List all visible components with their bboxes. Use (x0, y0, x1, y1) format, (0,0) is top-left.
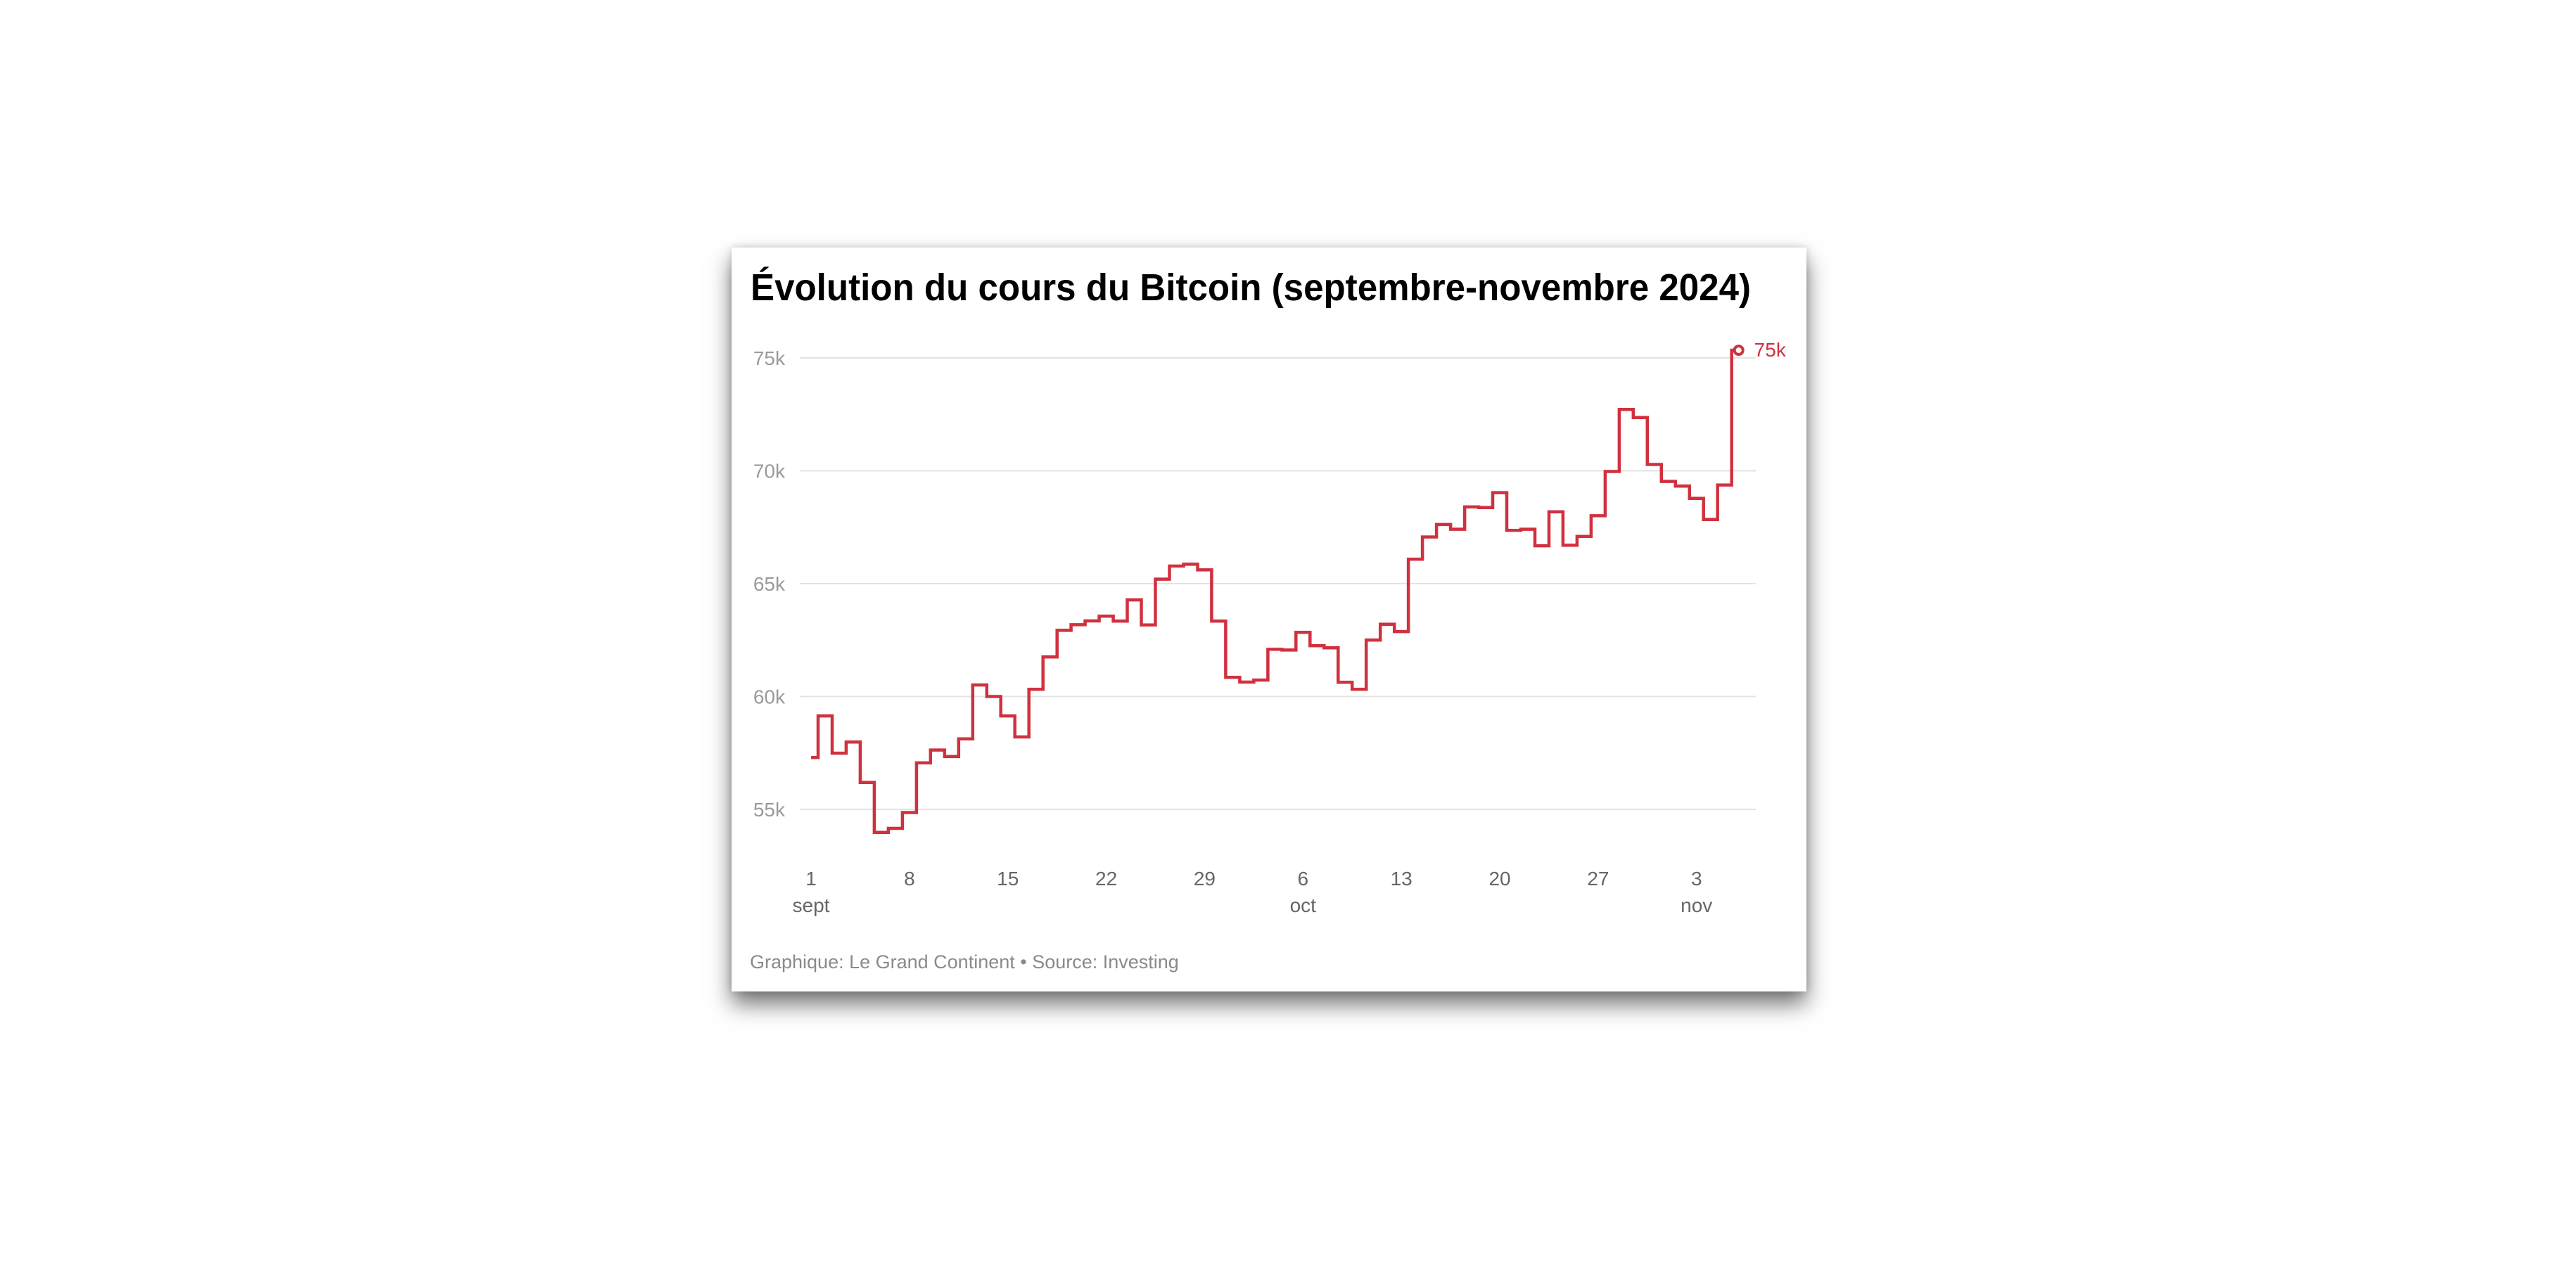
x-tick-label: 29 (1194, 868, 1216, 890)
x-axis: 1 sept 8 15 22 29 6 oct 13 20 27 3 nov (793, 868, 1713, 916)
x-tick-label: 13 (1391, 868, 1413, 890)
y-tick-label: 55k (753, 799, 786, 821)
end-value-label: 75k (1754, 339, 1787, 361)
gridlines (800, 357, 1756, 810)
x-tick-label: 20 (1488, 868, 1510, 890)
x-tick-label: 1 (805, 868, 817, 890)
y-tick-label: 65k (753, 573, 786, 595)
x-tick-label: 27 (1587, 868, 1609, 890)
x-tick-label: 3 (1691, 868, 1702, 890)
x-tick-label: 6 (1298, 868, 1309, 890)
chart-footer: Graphique: Le Grand Continent • Source: … (750, 951, 1179, 972)
x-tick-month-label: sept (793, 894, 830, 916)
x-tick-month-label: oct (1290, 894, 1317, 916)
bitcoin-price-line (811, 348, 1739, 834)
series-group: 75k (811, 339, 1787, 834)
x-tick-label: 15 (997, 868, 1019, 890)
chart-card: Évolution du cours du Bitcoin (septembre… (732, 248, 1806, 991)
chart: Évolution du cours du Bitcoin (septembre… (750, 267, 1787, 972)
y-axis: 55k 60k 65k 70k 75k (753, 347, 786, 821)
y-tick-label: 75k (753, 347, 786, 369)
x-tick-label: 22 (1095, 868, 1117, 890)
chart-title: Évolution du cours du Bitcoin (septembre… (751, 267, 1751, 309)
end-point-marker (1733, 345, 1745, 357)
y-tick-label: 60k (753, 686, 786, 708)
x-tick-month-label: nov (1681, 894, 1712, 916)
y-tick-label: 70k (753, 461, 786, 482)
x-tick-label: 8 (904, 868, 915, 890)
